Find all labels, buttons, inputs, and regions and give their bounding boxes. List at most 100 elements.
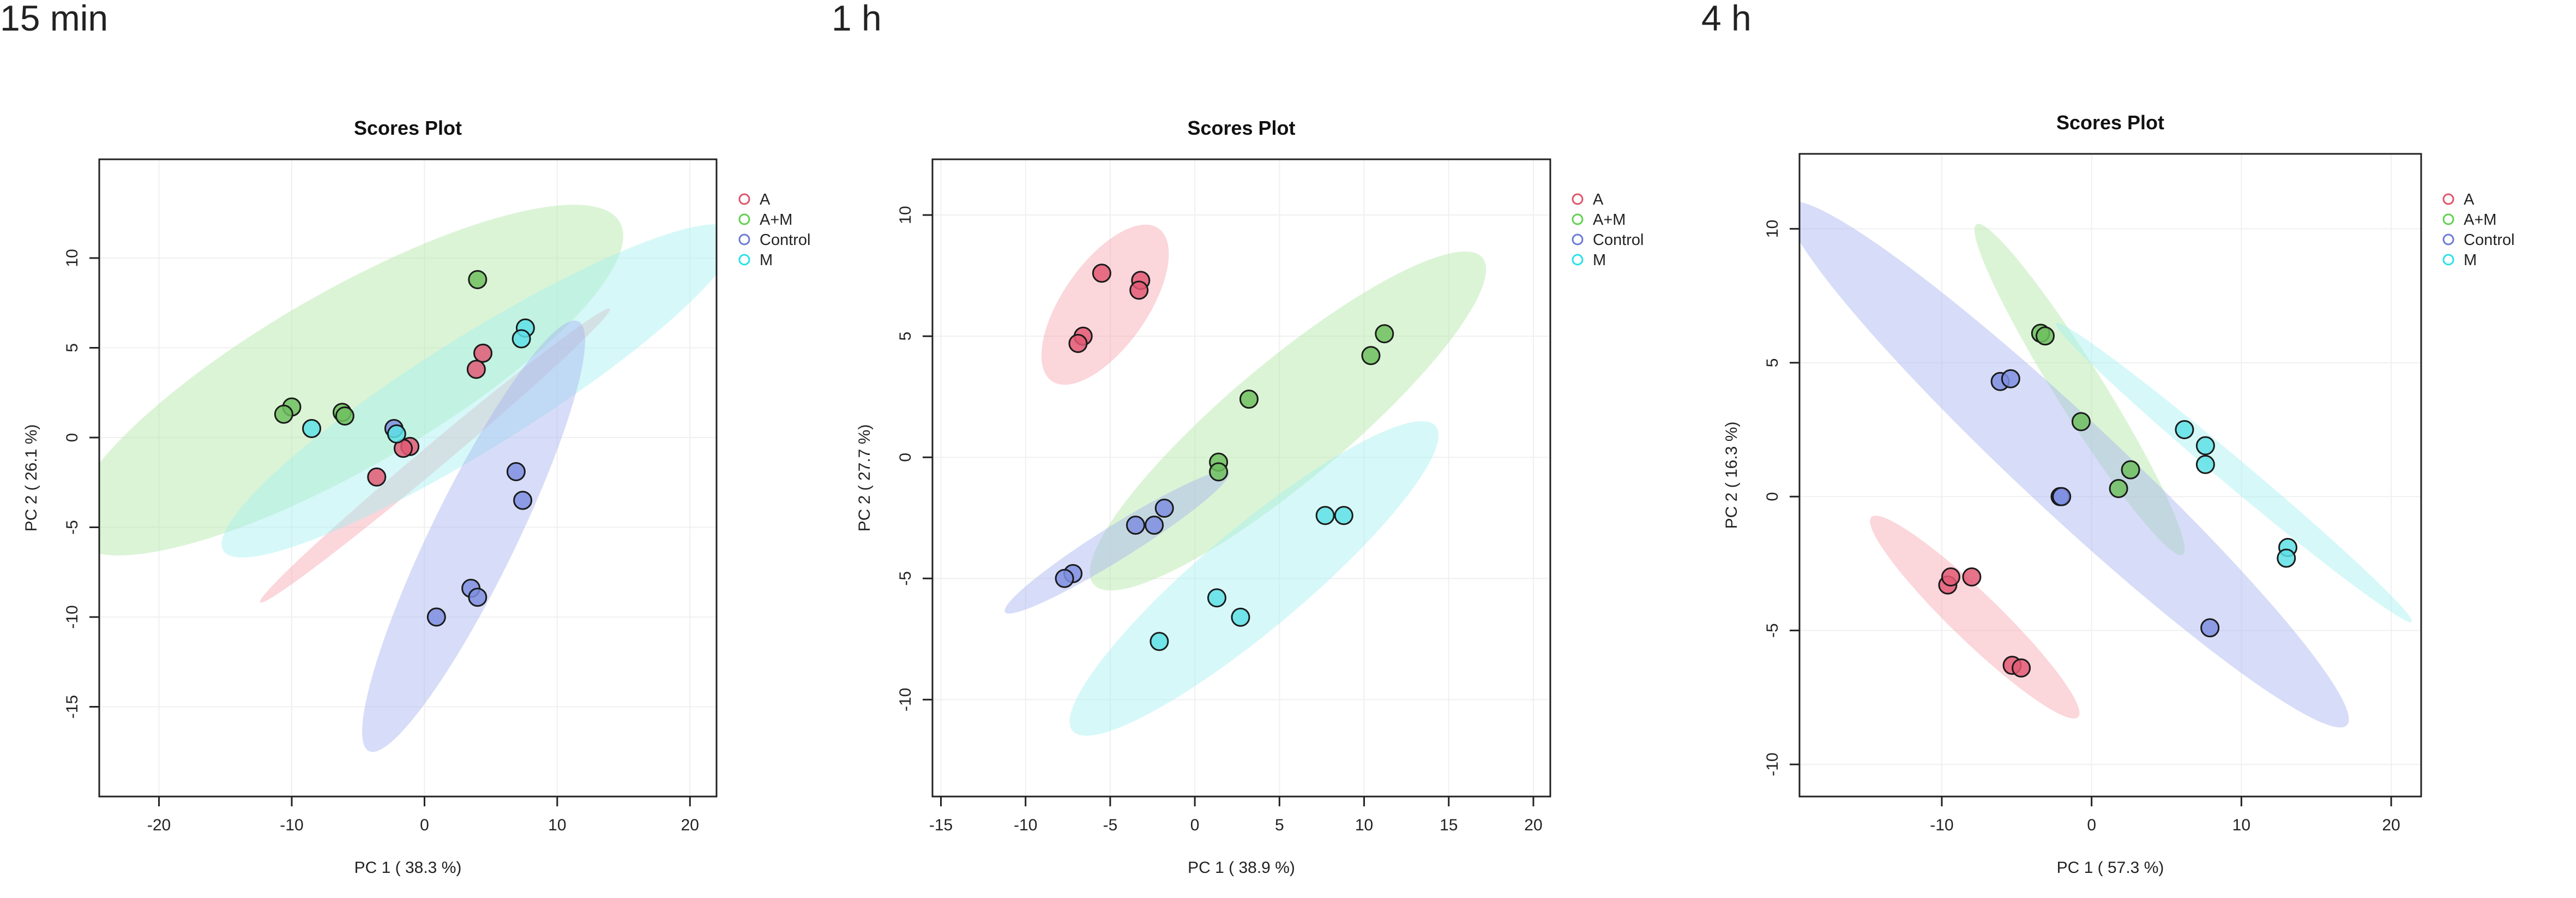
legend: A A+M Control M	[738, 191, 811, 269]
point-m	[1207, 588, 1226, 608]
point-control	[1154, 499, 1174, 518]
chart-title: Scores Plot	[2056, 111, 2164, 134]
point-a	[1068, 334, 1088, 354]
x-tick-label: -5	[1103, 816, 1118, 834]
timepoint-label-4h: 4 h	[1701, 0, 1752, 38]
legend: A A+M Control M	[2442, 191, 2515, 269]
y-tick-label: -5	[896, 571, 914, 586]
x-tick-label: -10	[1014, 816, 1037, 834]
point-m	[1231, 607, 1250, 627]
x-tick-label: 5	[1275, 816, 1284, 834]
legend-marker-control	[2442, 234, 2454, 246]
y-tick-label: -5	[63, 520, 81, 535]
point-a-plus-m	[1209, 462, 1229, 482]
legend-marker-m	[738, 254, 750, 266]
y-tick-label: 5	[1764, 358, 1781, 368]
point-a-plus-m	[2071, 412, 2091, 432]
points-layer	[1055, 264, 1394, 651]
chart-panel-2: -15 -10 -5 0 5 10 15 20 -10 -5 0 5 10 Scores Plot PC 1…	[856, 117, 1644, 877]
legend-label-a: A	[1593, 191, 1604, 208]
point-a-plus-m	[468, 270, 487, 289]
point-m	[2195, 454, 2215, 474]
point-m	[302, 419, 322, 439]
x-tick-label: 10	[1355, 816, 1373, 834]
point-a	[1092, 264, 1111, 283]
legend-label-m: M	[1593, 252, 1606, 269]
point-control	[426, 607, 446, 627]
legend-marker-m	[1572, 254, 1584, 266]
point-m	[2195, 436, 2215, 456]
point-control	[1145, 516, 1164, 535]
legend-label-a-plus-m: A+M	[760, 211, 792, 229]
legend-label-a-plus-m: A+M	[2464, 211, 2496, 229]
legend-label-control: Control	[2464, 231, 2515, 249]
x-tick-label: -10	[280, 816, 303, 834]
y-tick-label: -10	[1764, 752, 1781, 776]
plot-grid	[932, 159, 1550, 797]
point-control	[2052, 487, 2072, 506]
y-tick-label: 0	[896, 453, 914, 462]
point-m	[511, 329, 531, 349]
point-a	[1962, 567, 1982, 587]
point-control	[506, 462, 526, 481]
legend-label-a: A	[2464, 191, 2475, 208]
point-a-plus-m	[1375, 324, 1394, 344]
point-m	[1334, 506, 1353, 525]
legend-marker-a-plus-m	[738, 213, 750, 225]
chart-panel-1: -20 -10 0 10 20 -15 -10 -5 0 5 10 Scores Plot PC 1 (…	[22, 117, 811, 877]
legend-label-a: A	[760, 191, 771, 208]
point-control	[2001, 369, 2020, 388]
plot-frame	[931, 158, 1551, 798]
point-a-plus-m	[2109, 479, 2128, 499]
y-tick-label: 10	[1764, 220, 1781, 238]
x-tick-label: 20	[681, 816, 699, 834]
confidence-ellipse-control	[1799, 201, 2349, 728]
legend-marker-a	[2442, 193, 2454, 205]
point-a	[367, 467, 387, 487]
y-tick-label: 5	[896, 332, 914, 341]
point-a	[2012, 658, 2031, 678]
confidence-ellipse-m	[221, 224, 717, 558]
y-tick-label: -10	[63, 605, 81, 628]
y-axis-label: PC 2 ( 16.3 %)	[1723, 422, 1741, 529]
legend-label-control: Control	[760, 231, 811, 249]
legend-marker-a	[1572, 193, 1584, 205]
legend-label-m: M	[760, 252, 773, 269]
legend-marker-control	[1572, 234, 1584, 246]
point-m	[2277, 548, 2296, 568]
point-a-plus-m	[1361, 346, 1381, 366]
plot-grid	[1799, 154, 2421, 797]
plot-frame	[98, 158, 718, 798]
x-tick-label: 15	[1440, 816, 1458, 834]
y-axis-label: PC 2 ( 27.7 %)	[856, 424, 874, 532]
point-a-plus-m	[2121, 460, 2140, 480]
legend-label-a-plus-m: A+M	[1593, 211, 1626, 229]
legend-label-control: Control	[1593, 231, 1644, 249]
x-tick-label: -20	[147, 816, 171, 834]
chart-panel-3: -10 0 10 20 -10 -5 0 5 10 Scores Plot PC 1 ( 57.3 …	[1723, 111, 2515, 877]
x-tick-label: 20	[1524, 816, 1542, 834]
point-a	[466, 360, 486, 379]
point-control	[1126, 516, 1145, 535]
x-tick-label: 10	[548, 816, 566, 834]
y-tick-label: 10	[63, 249, 81, 267]
legend-label-m: M	[2464, 252, 2477, 269]
chart-title: Scores Plot	[354, 117, 462, 139]
confidence-ellipse-m	[1069, 421, 1439, 736]
point-m	[387, 424, 406, 444]
x-tick-label: 10	[2232, 816, 2250, 834]
x-tick-label: 20	[2382, 816, 2400, 834]
confidence-ellipse-m	[2056, 322, 2412, 622]
chart-title: Scores Plot	[1187, 117, 1295, 139]
plot-frame	[1798, 153, 2422, 798]
y-tick-label: 10	[896, 206, 914, 224]
points-layer	[1938, 324, 2298, 678]
y-tick-label: 5	[63, 343, 81, 352]
confidence-ellipse-a-plus-m	[99, 205, 623, 556]
x-axis-label: PC 1 ( 38.3 %)	[354, 859, 462, 877]
y-tick-label: -5	[1764, 623, 1781, 638]
point-a	[1941, 567, 1960, 587]
timepoint-label-1h: 1 h	[832, 0, 882, 38]
point-m	[2175, 420, 2194, 440]
ellipse-layer	[99, 205, 717, 752]
